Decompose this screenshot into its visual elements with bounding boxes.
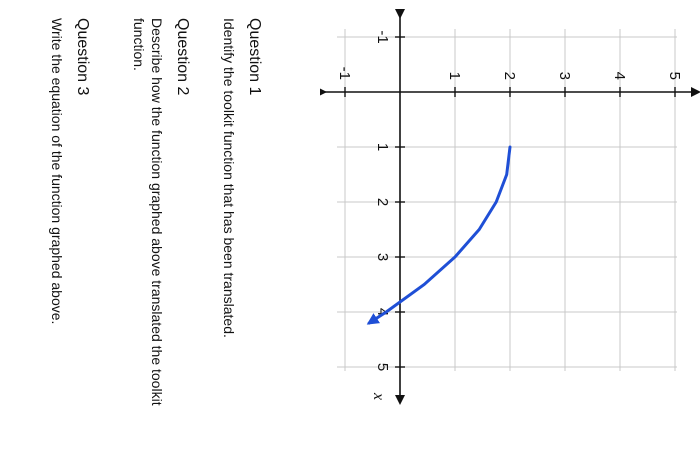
question-3-text: Write the equation of the function graph… bbox=[49, 18, 65, 325]
x-tick-label: -1 bbox=[374, 30, 391, 43]
y-tick-label: -1 bbox=[336, 67, 353, 80]
x-tick-label: 2 bbox=[374, 198, 391, 206]
question-2-text: Describe how the function graphed above … bbox=[131, 18, 165, 406]
question-1: Question 1 Identify the toolkit function… bbox=[220, 18, 264, 448]
x-tick-label: 5 bbox=[374, 363, 391, 371]
question-3-title: Question 3 bbox=[74, 18, 91, 96]
question-1-title: Question 1 bbox=[246, 18, 263, 96]
x-tick-label: 4 bbox=[374, 308, 391, 316]
function-graph: -1 -1 1 1 2 2 3 3 4 4 5 5 x bbox=[320, 9, 700, 405]
question-2: Question 2 Describe how the function gra… bbox=[130, 18, 192, 448]
question-1-text: Identify the toolkit function that has b… bbox=[221, 18, 237, 338]
x-tick-label: 3 bbox=[374, 253, 391, 261]
y-tick-label: 2 bbox=[501, 72, 518, 80]
question-2-title: Question 2 bbox=[174, 18, 191, 96]
y-tick-label: 4 bbox=[611, 72, 628, 80]
y-tick-label: 1 bbox=[446, 72, 463, 80]
y-tick-label: 5 bbox=[666, 72, 683, 80]
y-tick-label: 3 bbox=[556, 72, 573, 80]
function-curve bbox=[366, 145, 512, 325]
x-tick-label: 1 bbox=[374, 143, 391, 151]
question-3: Question 3 Write the equation of the fun… bbox=[48, 18, 92, 448]
x-axis-label: x bbox=[370, 392, 387, 400]
